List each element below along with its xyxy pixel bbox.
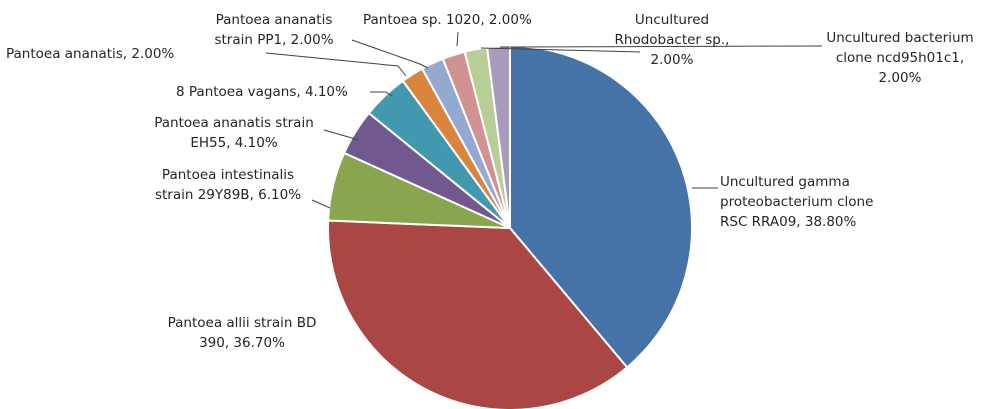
data-label-line: EH55, 4.10% — [190, 135, 278, 151]
data-label-uncultured-gamma-proteobacterium-clone-rsc-rra09: Uncultured gamma proteobacterium clone RSC… — [720, 174, 873, 230]
data-label-line: 2.00% — [651, 52, 694, 68]
data-label-line: Pantoea intestinalis — [162, 167, 294, 183]
data-label-line: Uncultured — [635, 12, 709, 28]
leader-line-uncultured-rhodobacter-sp — [480, 47, 641, 53]
data-label-line: 390, 36.70% — [199, 335, 285, 351]
leader-line-pantoea-ananatis — [265, 52, 407, 77]
data-label-pantoea-ananatis: Pantoea ananatis, 2.00% — [6, 46, 174, 62]
data-label-line: clone ncd95h01c1, — [836, 50, 964, 66]
leader-line-pantoea-sp-1020 — [456, 31, 459, 47]
data-label-line: Pantoea ananatis — [216, 12, 333, 28]
data-label-line: Uncultured bacterium — [826, 30, 973, 46]
data-label-line: Rhodobacter sp., — [615, 32, 730, 48]
data-label-pantoea-ananatis-strain-eh55: Pantoea ananatis strain EH55, 4.10% — [154, 115, 314, 151]
data-label-uncultured-bacterium-clone-ncd95h01c1: Uncultured bacterium clone ncd95h01c1, 2.0… — [826, 30, 973, 86]
leader-line-pantoea-intestinalis-strain-29y89b — [311, 199, 331, 209]
pie-slices — [327, 44, 693, 409]
data-label-8-pantoea-vagans: 8 Pantoea vagans, 4.10% — [176, 84, 348, 100]
data-label-line: RSC RRA09, 38.80% — [720, 214, 857, 230]
data-label-line: Pantoea sp. 1020, 2.00% — [363, 12, 532, 28]
data-label-line: Pantoea allii strain BD — [168, 315, 317, 331]
leader-line-pantoea-ananatis-strain-pp1 — [351, 39, 429, 69]
data-label-line: strain PP1, 2.00% — [214, 32, 333, 48]
data-label-line: Pantoea ananatis strain — [154, 115, 314, 131]
data-labels: Uncultured gamma proteobacterium clone RSC… — [6, 12, 974, 351]
data-label-pantoea-allii-strain-bd-390: Pantoea allii strain BD 390, 36.70% — [168, 315, 317, 351]
leader-line-pantoea-ananatis-strain-eh55 — [323, 129, 359, 141]
leader-line-uncultured-bacterium-clone-ncd95h01c1 — [499, 45, 823, 48]
data-label-line: Pantoea ananatis, 2.00% — [6, 46, 174, 62]
leader-lines — [265, 31, 823, 209]
data-label-pantoea-sp-1020: Pantoea sp. 1020, 2.00% — [363, 12, 532, 28]
data-label-pantoea-ananatis-strain-pp1: Pantoea ananatis strain PP1, 2.00% — [214, 12, 333, 48]
data-label-pantoea-intestinalis-strain-29y89b: Pantoea intestinalis strain 29Y89B, 6.10% — [155, 167, 301, 203]
pie-slice-uncultured-bacterium-clone-ncd95h01c1 — [486, 44, 511, 229]
data-label-line: 8 Pantoea vagans, 4.10% — [176, 84, 348, 100]
pie-slice-pantoea-allii-strain-bd-390 — [327, 219, 629, 409]
data-label-line: Uncultured gamma — [720, 174, 850, 190]
pie-slice-uncultured-gamma-proteobacterium-clone-rsc-rra09 — [509, 44, 693, 369]
data-label-line: 2.00% — [879, 70, 922, 86]
data-label-line: strain 29Y89B, 6.10% — [155, 187, 301, 203]
data-label-uncultured-rhodobacter-sp: Uncultured Rhodobacter sp., 2.00% — [615, 12, 730, 68]
data-label-line: proteobacterium clone — [720, 194, 873, 210]
leader-line-8-pantoea-vagans — [370, 91, 393, 97]
